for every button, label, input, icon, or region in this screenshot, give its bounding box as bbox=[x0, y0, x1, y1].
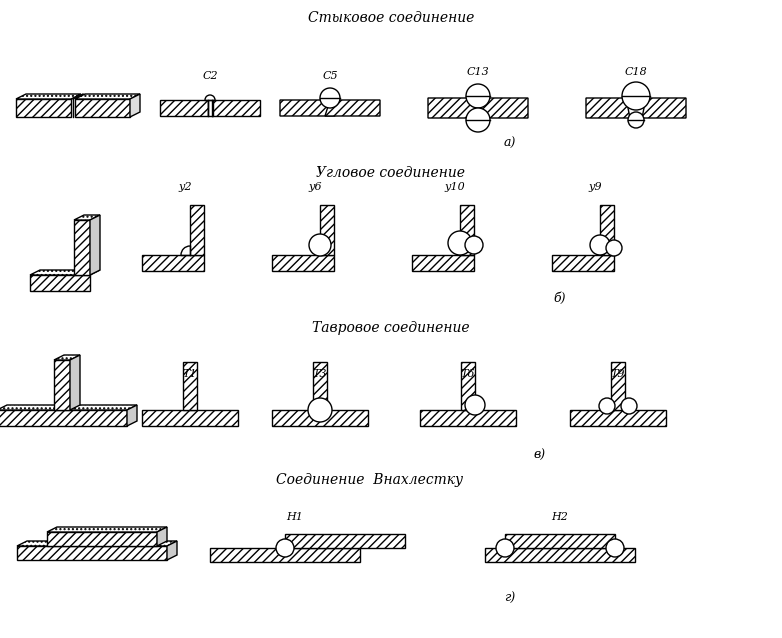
Text: у6: у6 bbox=[308, 182, 322, 192]
Bar bbox=[313, 362, 327, 410]
Text: г): г) bbox=[504, 591, 515, 604]
Polygon shape bbox=[428, 98, 478, 118]
Text: у2: у2 bbox=[178, 182, 192, 192]
Text: Н1: Н1 bbox=[286, 512, 303, 522]
Bar bbox=[0, 410, 127, 426]
Bar bbox=[142, 410, 238, 426]
Circle shape bbox=[606, 240, 622, 256]
Text: Соединение  Внахлестку: Соединение Внахлестку bbox=[277, 473, 464, 487]
Text: Т3: Т3 bbox=[313, 369, 327, 379]
Circle shape bbox=[466, 108, 490, 132]
Bar bbox=[16, 99, 71, 117]
Bar bbox=[461, 362, 475, 410]
Polygon shape bbox=[47, 527, 167, 532]
Bar bbox=[183, 362, 197, 410]
Bar bbox=[485, 548, 635, 562]
Circle shape bbox=[308, 398, 332, 422]
Bar bbox=[505, 534, 615, 548]
Text: Т9: Т9 bbox=[611, 369, 626, 379]
Text: у10: у10 bbox=[445, 182, 465, 192]
Circle shape bbox=[465, 236, 483, 254]
Text: Н2: Н2 bbox=[551, 512, 569, 522]
Circle shape bbox=[465, 395, 485, 415]
Circle shape bbox=[448, 231, 472, 255]
Bar bbox=[272, 410, 368, 426]
Polygon shape bbox=[586, 98, 630, 118]
Text: Т1: Т1 bbox=[183, 369, 197, 379]
Polygon shape bbox=[74, 215, 100, 220]
Bar bbox=[160, 100, 208, 116]
Bar bbox=[190, 205, 204, 255]
Polygon shape bbox=[54, 355, 80, 360]
Polygon shape bbox=[127, 405, 137, 426]
Bar bbox=[420, 410, 516, 426]
Bar bbox=[570, 410, 666, 426]
Polygon shape bbox=[280, 100, 335, 116]
Text: Тавровое соединение: Тавровое соединение bbox=[312, 321, 470, 335]
Polygon shape bbox=[90, 215, 100, 275]
Circle shape bbox=[496, 539, 514, 557]
Bar bbox=[210, 548, 360, 562]
Bar bbox=[412, 255, 474, 271]
Bar bbox=[75, 99, 130, 117]
Bar bbox=[611, 362, 625, 410]
Bar bbox=[460, 205, 474, 255]
Polygon shape bbox=[130, 94, 140, 117]
Polygon shape bbox=[75, 94, 140, 99]
Text: С18: С18 bbox=[625, 67, 647, 77]
Bar bbox=[272, 255, 334, 271]
Bar bbox=[285, 534, 405, 548]
Bar bbox=[47, 532, 157, 546]
Bar bbox=[17, 546, 167, 560]
Circle shape bbox=[320, 88, 340, 108]
Bar bbox=[74, 220, 90, 275]
Circle shape bbox=[599, 398, 615, 414]
Polygon shape bbox=[17, 541, 177, 546]
Circle shape bbox=[466, 84, 490, 108]
Bar bbox=[552, 255, 614, 271]
Bar bbox=[208, 100, 213, 116]
Polygon shape bbox=[167, 541, 177, 560]
Circle shape bbox=[309, 234, 331, 256]
Circle shape bbox=[622, 82, 650, 110]
Text: а): а) bbox=[504, 137, 516, 149]
Bar bbox=[320, 205, 334, 255]
Text: С2: С2 bbox=[203, 71, 218, 81]
Text: С13: С13 bbox=[467, 67, 490, 77]
Circle shape bbox=[628, 112, 644, 128]
Text: С5: С5 bbox=[322, 71, 338, 81]
Text: в): в) bbox=[534, 449, 546, 461]
Polygon shape bbox=[642, 98, 686, 118]
Polygon shape bbox=[325, 100, 380, 116]
Bar bbox=[54, 360, 70, 410]
Circle shape bbox=[606, 539, 624, 557]
Polygon shape bbox=[70, 355, 80, 410]
Text: Угловое соединение: Угловое соединение bbox=[317, 166, 465, 180]
Bar bbox=[600, 205, 614, 255]
Polygon shape bbox=[0, 405, 137, 410]
Polygon shape bbox=[16, 94, 81, 99]
Polygon shape bbox=[30, 270, 100, 275]
Circle shape bbox=[590, 235, 610, 255]
Text: Т6: Т6 bbox=[461, 369, 475, 379]
Bar bbox=[30, 275, 90, 291]
Polygon shape bbox=[157, 527, 167, 546]
Text: у9: у9 bbox=[588, 182, 602, 192]
Text: Стыковое соединение: Стыковое соединение bbox=[308, 11, 474, 25]
Text: б): б) bbox=[554, 292, 566, 304]
Polygon shape bbox=[478, 98, 528, 118]
Circle shape bbox=[621, 398, 637, 414]
Bar bbox=[142, 255, 204, 271]
Circle shape bbox=[276, 539, 294, 557]
Bar bbox=[212, 100, 260, 116]
